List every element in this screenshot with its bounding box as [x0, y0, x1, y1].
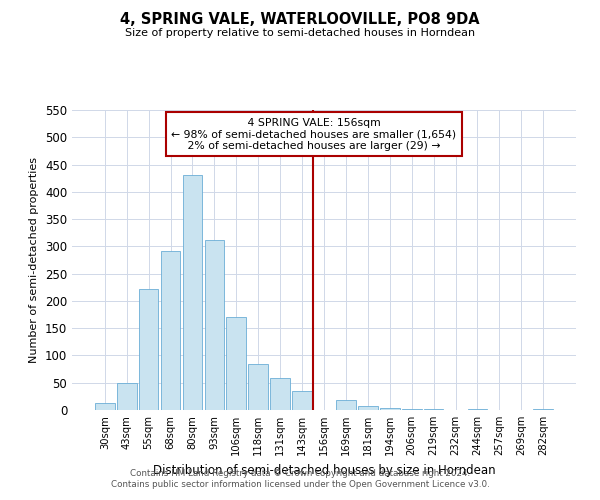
Bar	[336, 400, 356, 410]
Bar	[226, 318, 246, 410]
Bar	[270, 378, 290, 410]
Bar	[358, 406, 378, 410]
Bar	[182, 176, 202, 410]
Y-axis label: Number of semi-detached properties: Number of semi-detached properties	[29, 157, 40, 363]
Bar	[402, 409, 422, 410]
Text: Contains public sector information licensed under the Open Government Licence v3: Contains public sector information licen…	[110, 480, 490, 489]
Text: Size of property relative to semi-detached houses in Horndean: Size of property relative to semi-detach…	[125, 28, 475, 38]
Bar	[161, 250, 181, 410]
Bar	[139, 290, 158, 410]
Text: Contains HM Land Registry data © Crown copyright and database right 2024.: Contains HM Land Registry data © Crown c…	[130, 468, 470, 477]
Bar	[205, 240, 224, 410]
Text: 4, SPRING VALE, WATERLOOVILLE, PO8 9DA: 4, SPRING VALE, WATERLOOVILLE, PO8 9DA	[120, 12, 480, 28]
Bar	[95, 403, 115, 410]
Bar	[533, 409, 553, 410]
Bar	[117, 384, 137, 410]
Text: 4 SPRING VALE: 156sqm   
← 98% of semi-detached houses are smaller (1,654)
   2%: 4 SPRING VALE: 156sqm ← 98% of semi-deta…	[172, 118, 457, 150]
Bar	[380, 408, 400, 410]
Bar	[248, 364, 268, 410]
X-axis label: Distribution of semi-detached houses by size in Horndean: Distribution of semi-detached houses by …	[152, 464, 496, 476]
Bar	[292, 391, 312, 410]
